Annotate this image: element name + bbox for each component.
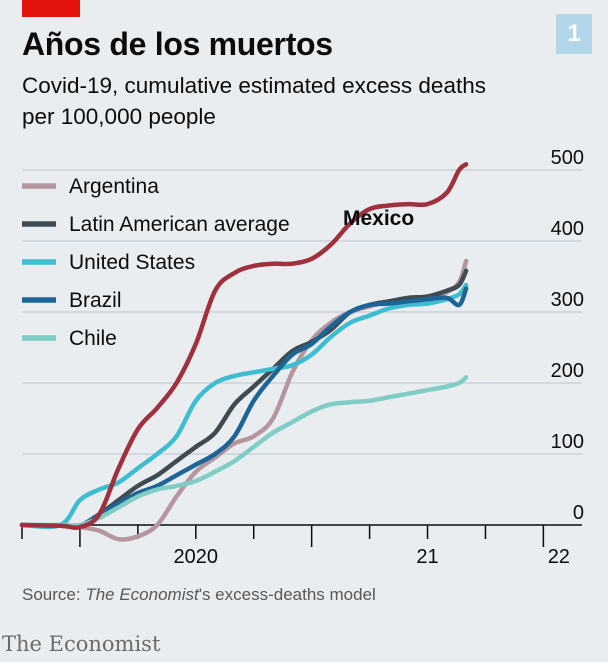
source-note: Source: The Economist's excess-deaths mo… <box>22 585 376 605</box>
x-axis: 2020 21 22 <box>21 524 582 568</box>
y-tick-label-0: 0 <box>573 502 584 524</box>
source-prefix: Source: <box>22 585 86 604</box>
chart-title: Años de los muertos <box>22 26 333 62</box>
x-tick-label-22: 22 <box>548 546 570 568</box>
series-line-chile <box>19 375 469 528</box>
y-tick-label-200: 200 <box>551 360 584 382</box>
source-suffix: 's excess-deaths model <box>198 585 376 604</box>
legend-label-chile: Chile <box>69 327 117 350</box>
line-chart: 2020 21 22 0 100 200 300 400 500 Argentina Latin… <box>19 150 584 568</box>
legend-label-united-states: United States <box>69 251 195 274</box>
y-tick-label-100: 100 <box>551 431 584 453</box>
y-tick-label-300: 300 <box>551 289 584 311</box>
legend-label-argentina: Argentina <box>69 175 159 198</box>
brand-red-tag <box>22 0 80 17</box>
x-tick-label-2020: 2020 <box>174 546 219 568</box>
series-line-mexico <box>19 162 469 530</box>
annotations: Mexico <box>343 207 414 230</box>
series-line-united-states <box>19 282 469 530</box>
annotation-mexico: Mexico <box>343 207 414 230</box>
series-lines <box>19 162 469 542</box>
brand-wordmark: The Economist <box>2 632 161 656</box>
source-publication: The Economist <box>85 585 199 604</box>
legend: Argentina Latin American average United St… <box>22 175 290 350</box>
series-line-brazil <box>19 286 469 529</box>
legend-label-latin-american-average: Latin American average <box>69 213 290 236</box>
series-line-latin-american-average <box>19 268 469 529</box>
y-tick-label-500: 500 <box>551 150 584 169</box>
gridlines <box>22 169 582 455</box>
chart-number-badge: 1 <box>556 14 592 54</box>
chart-subtitle: Covid-19, cumulative estimated excess de… <box>22 73 486 129</box>
y-axis-labels: 0 100 200 300 400 500 <box>551 150 584 524</box>
legend-label-brazil: Brazil <box>69 289 122 312</box>
x-tick-label-21: 21 <box>416 546 438 568</box>
y-tick-label-400: 400 <box>551 218 584 240</box>
